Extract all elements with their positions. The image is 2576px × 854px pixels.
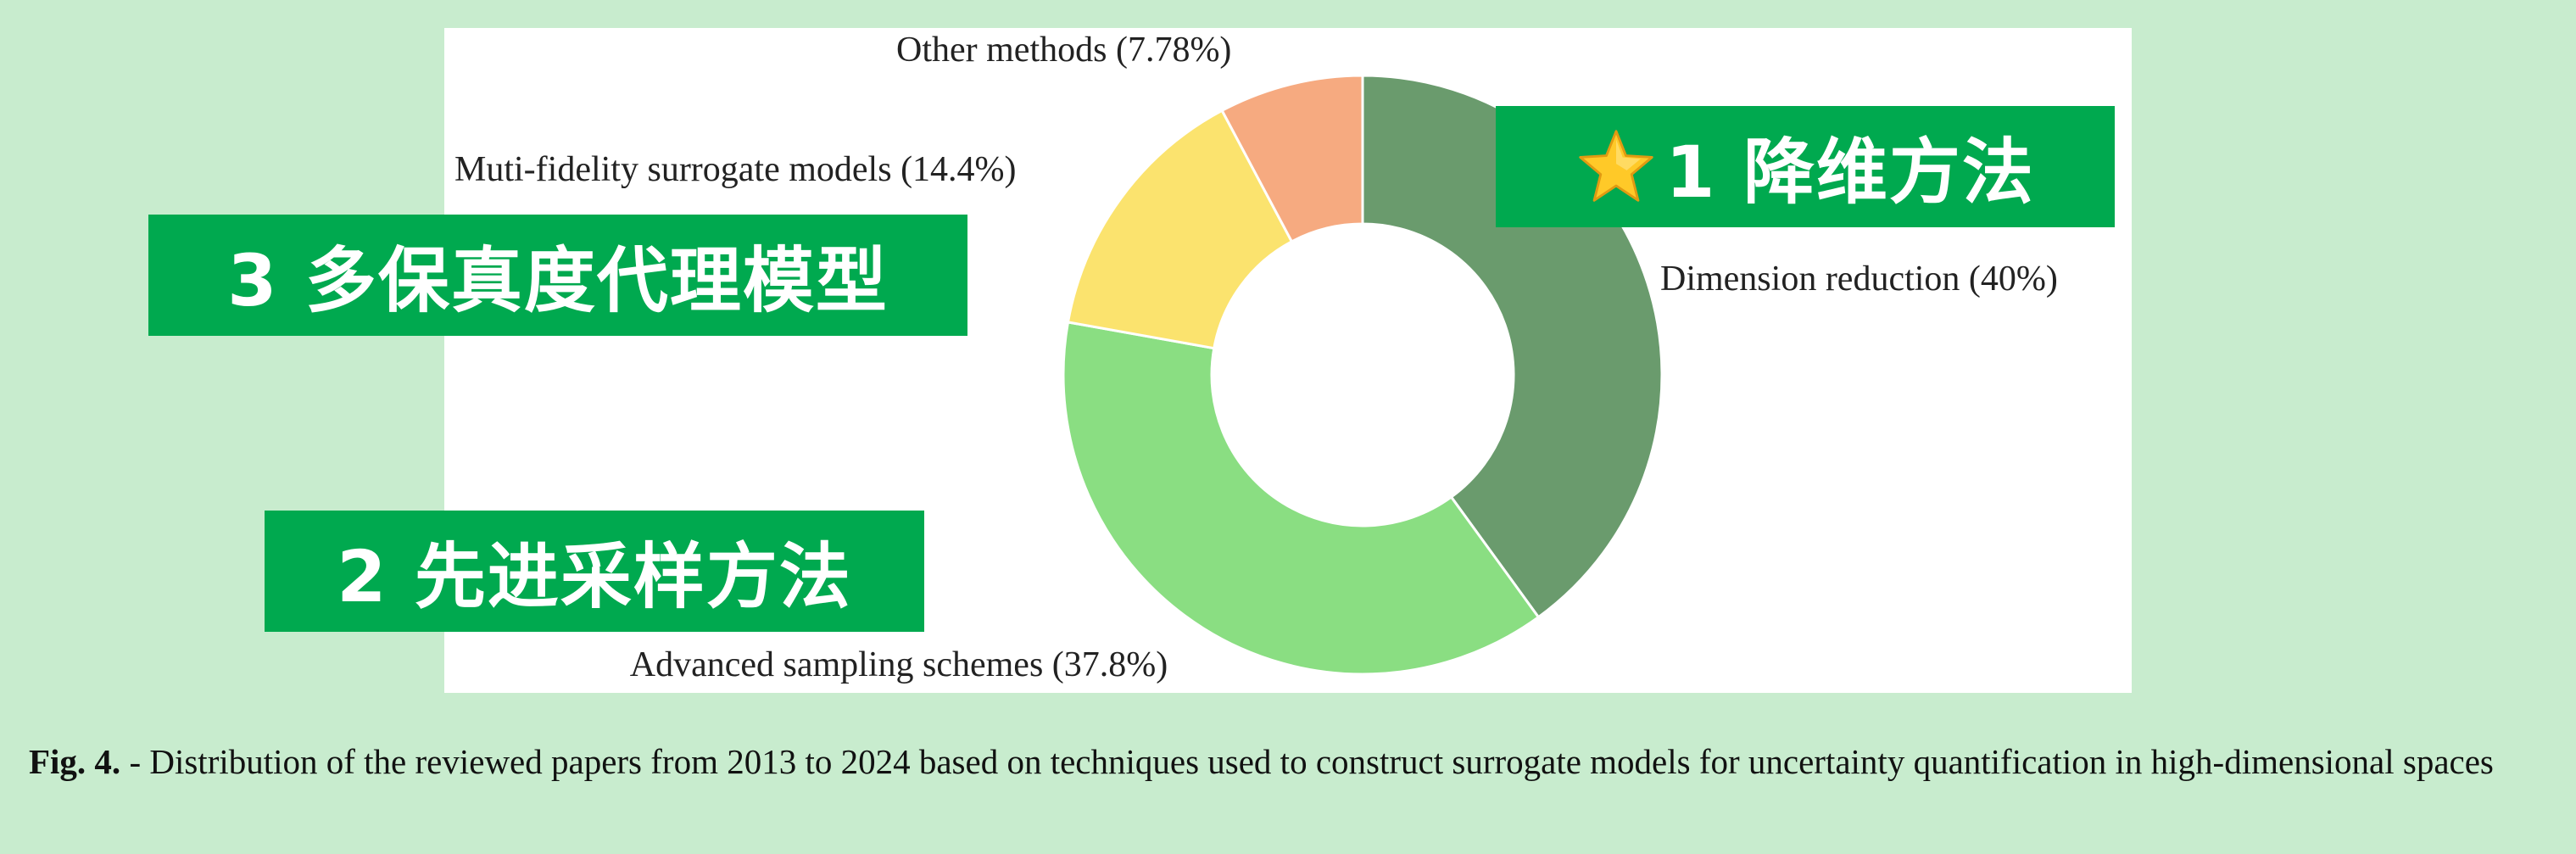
figure-caption: Fig. 4. - Distribution of the reviewed p…	[29, 736, 2551, 787]
caption-text: - Distribution of the reviewed papers fr…	[120, 742, 2494, 781]
rank-3-banner: 3 多保真度代理模型	[148, 215, 967, 336]
rank-1-label: 1 降维方法	[1665, 131, 2035, 214]
slice-label-multi-fidelity: Muti-fidelity surrogate models (14.4%)	[454, 150, 1017, 189]
rank-1-banner: 1 降维方法	[1496, 106, 2115, 227]
rank-2-banner: 2 先进采样方法	[265, 511, 924, 632]
slice-label-advanced-sampling: Advanced sampling schemes (37.8%)	[630, 645, 1168, 684]
slice-label-dimension-reduction: Dimension reduction (40%)	[1660, 260, 2058, 299]
donut-slice-advanced-sampling-schemes	[1062, 321, 1541, 676]
rank-3-label: 3 多保真度代理模型	[227, 239, 889, 322]
star-icon	[1579, 129, 1653, 202]
slice-label-other-methods: Other methods (7.78%)	[896, 31, 1231, 70]
rank-2-label: 2 先进采样方法	[337, 535, 852, 618]
caption-lead: Fig. 4.	[29, 742, 121, 781]
donut-slice-other-methods	[1220, 74, 1364, 243]
donut-slice-muti-fidelity-surrogate-models	[1066, 109, 1294, 350]
